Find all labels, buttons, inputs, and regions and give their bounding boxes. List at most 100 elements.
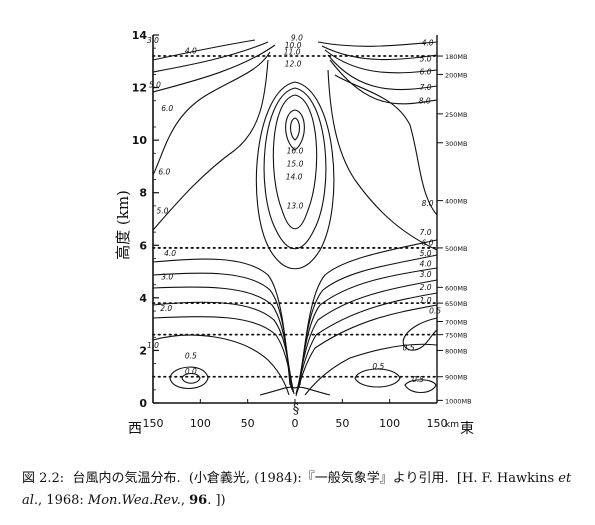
caption-year: , 1968:	[38, 493, 88, 508]
caption-main-text: 図 2.2: 台風内の気温分布. (小倉義光, (1984):『一般気象学』より…	[22, 471, 559, 486]
contour-label: 3.0	[161, 272, 173, 281]
isotherm-line	[259, 386, 331, 396]
y-tick-label: 12	[132, 82, 147, 95]
contour-label: 5.0	[420, 249, 432, 258]
x-tick-label: 50	[335, 417, 349, 430]
caption-separator: ,	[180, 493, 190, 508]
pressure-level-label: 650MB	[445, 300, 467, 308]
x-tick-label: 100	[379, 417, 400, 430]
isotherm-line	[327, 69, 438, 251]
isotherm-line	[263, 87, 327, 250]
contour-value-labels: 3.04.05.06.09.010.011.012.016.015.014.01…	[147, 33, 441, 384]
contour-label: 5.0	[149, 81, 161, 90]
y-tick-label: 2	[139, 344, 147, 357]
contour-label: 0.5	[403, 343, 415, 352]
y-tick-label: 6	[139, 239, 147, 252]
isotherm-line	[327, 54, 438, 91]
caption-end: . ])	[207, 493, 226, 508]
contour-label: 5.0	[156, 207, 168, 216]
contour-label: 7.0	[420, 228, 432, 237]
isotherm-line	[152, 59, 269, 231]
temperature-cross-section-figure: 0 2 4 6 8 10 12 14 150 100 50 0 50 100 150 180MB 200MB…	[114, 29, 474, 437]
isotherm-line	[272, 94, 318, 230]
x-tick-label: 0	[292, 417, 299, 430]
pressure-level-label: 250MB	[445, 111, 467, 119]
isotherm-line	[329, 59, 438, 105]
isotherm-line	[289, 117, 301, 141]
contour-label: 0.0	[185, 367, 197, 376]
contour-label: 7.0	[420, 83, 432, 92]
contour-label: 3.0	[147, 36, 159, 45]
isotherm-line	[304, 343, 438, 396]
contour-label: 0.5	[185, 351, 197, 360]
isotherm-contours	[152, 39, 438, 397]
storm-center-mark: §	[293, 402, 300, 417]
isotherm-line	[298, 254, 438, 389]
contour-label: 2.0	[160, 304, 172, 313]
contour-label: 1.0	[420, 296, 432, 305]
contour-label: 9.0	[291, 33, 303, 42]
contour-label: 15.0	[287, 159, 304, 168]
pressure-level-label: 800MB	[445, 347, 467, 355]
isotherm-line	[152, 41, 269, 73]
contour-label: 6.0	[158, 167, 170, 176]
y-axis-title: 高度 (km)	[114, 190, 132, 260]
x-tick-label: 150	[427, 417, 448, 430]
pressure-level-label: 900MB	[445, 374, 467, 382]
caption-journal: Mon.Wea.Rev.	[87, 493, 181, 508]
isotherm-line	[152, 51, 271, 176]
isotherm-line	[354, 368, 401, 388]
contour-label: 13.0	[287, 201, 304, 210]
isotherm-line	[317, 41, 438, 47]
isotherm-line	[169, 366, 209, 390]
y-tick-label: 4	[139, 292, 147, 305]
y-tick-label: 14	[132, 29, 148, 42]
pressure-level-label: 700MB	[445, 319, 467, 327]
contour-label: 8.0	[419, 96, 431, 105]
contour-label: 11.0	[284, 48, 301, 57]
contour-label: 8.0	[422, 199, 434, 208]
contour-label: 16.0	[287, 146, 304, 155]
contour-label: 4.0	[164, 249, 176, 258]
isotherm-line	[152, 334, 290, 396]
contour-label: 2.0	[420, 283, 432, 292]
contour-label: 4.0	[185, 46, 197, 55]
y-tick-label: 8	[139, 187, 147, 200]
contour-label: 4.0	[420, 259, 432, 268]
pressure-level-label: 400MB	[445, 198, 467, 206]
isotherm-line	[181, 372, 201, 384]
pressure-level-label: 180MB	[445, 53, 467, 61]
pressure-level-lines	[152, 55, 438, 378]
y-tick-label: 0	[139, 397, 147, 410]
pressure-level-labels: 180MB 200MB 250MB 300MB 400MB 500MB 600MB 650MB…	[437, 53, 472, 405]
x-tick-label: 150	[143, 417, 164, 430]
contour-label: 4.0	[422, 39, 434, 48]
pressure-level-label: 1000MB	[445, 397, 472, 405]
isotherm-line	[285, 109, 305, 151]
isotherm-line	[402, 317, 438, 351]
isotherm-line	[321, 45, 438, 61]
figure-caption: 図 2.2: 台風内の気温分布. (小倉義光, (1984):『一般気象学』より…	[22, 468, 582, 512]
isotherm-line	[297, 267, 438, 391]
pressure-level-label: 600MB	[445, 284, 467, 292]
distance-axis: 150 100 50 0 50 100 150	[143, 399, 448, 430]
contour-label: 6.0	[161, 104, 173, 113]
isotherm-line	[295, 292, 438, 395]
pressure-level-label: 300MB	[445, 140, 467, 148]
pressure-level-label: 750MB	[445, 332, 467, 340]
pressure-level-label: 200MB	[445, 71, 467, 79]
isotherm-line	[334, 74, 438, 216]
height-axis: 0 2 4 6 8 10 12 14	[132, 29, 159, 410]
y-tick-label: 10	[132, 134, 148, 147]
contour-label: 1.0	[147, 341, 159, 350]
isotherm-line	[152, 39, 256, 61]
isotherm-line	[152, 44, 276, 93]
east-label: 東	[460, 421, 474, 437]
km-unit-label: km	[445, 420, 459, 430]
x-tick-label: 100	[190, 417, 211, 430]
contour-label: 5.0	[420, 54, 432, 63]
pressure-level-label: 500MB	[445, 245, 467, 253]
contour-label: 0.5	[372, 362, 384, 371]
isotherm-line	[255, 81, 335, 270]
caption-et-al: et al.	[22, 471, 576, 508]
